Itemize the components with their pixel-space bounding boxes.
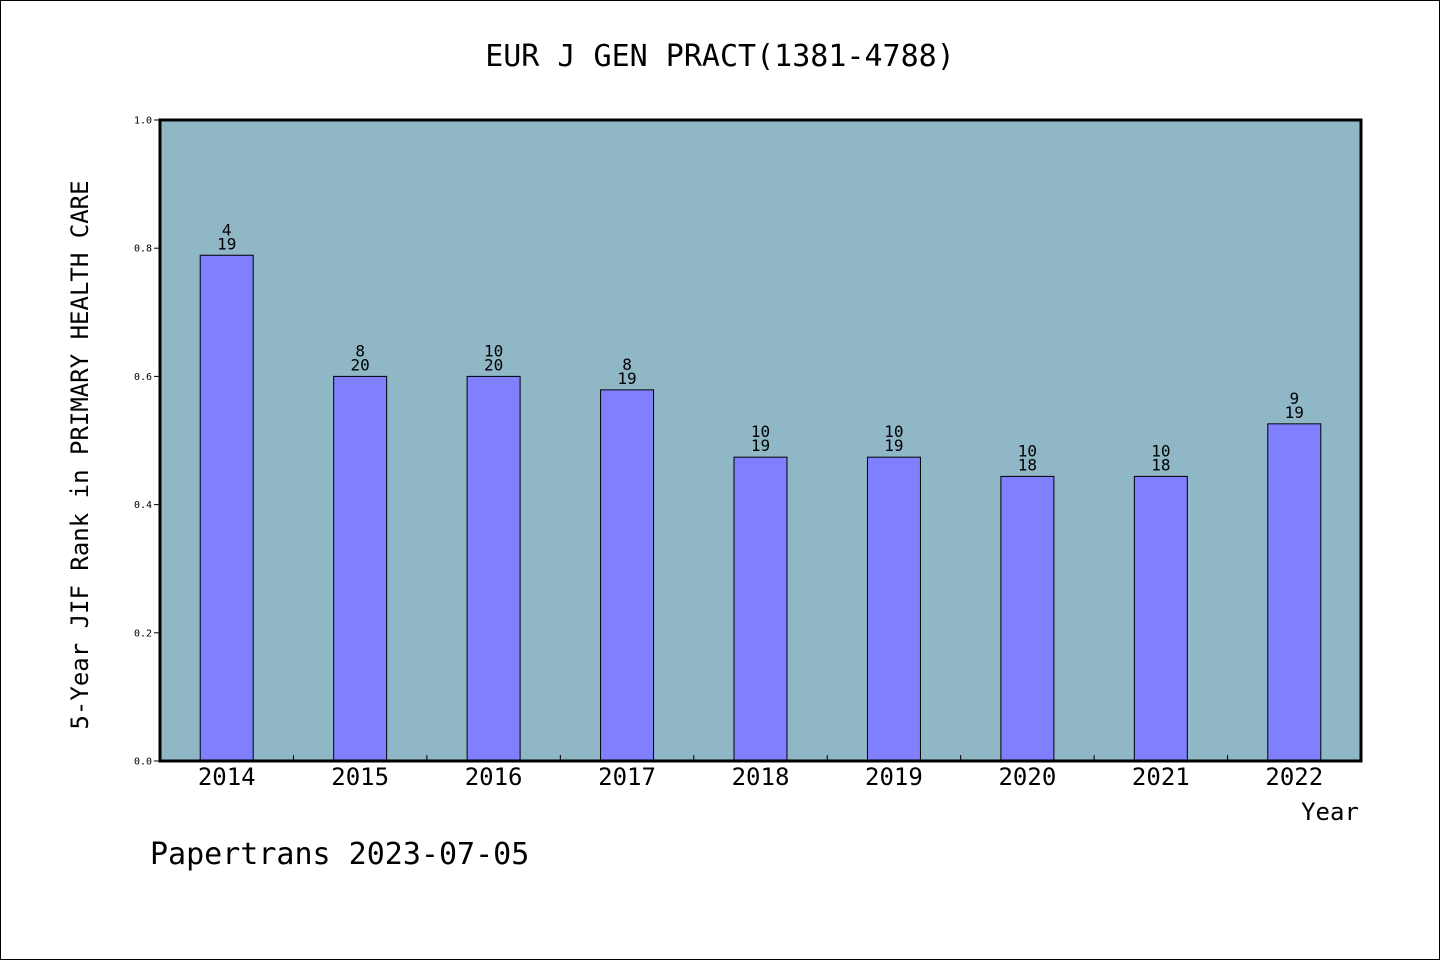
bar-total-label: 20 <box>484 355 503 374</box>
bar-total-label: 20 <box>351 355 370 374</box>
chart-title: EUR J GEN PRACT(1381-4788) <box>485 39 955 74</box>
bar-2020 <box>1000 475 1055 762</box>
y-tick-label: 0.2 <box>134 628 152 639</box>
bar-total-label: 19 <box>617 369 636 388</box>
x-axis: 2014 2015 2016 2017 2018 2019 2020 2021 2022 <box>198 755 1323 791</box>
bar-2017 <box>600 389 655 762</box>
x-tick-label: 2018 <box>732 763 790 791</box>
x-tick-label: 2015 <box>331 763 389 791</box>
x-axis-label: Year <box>1301 798 1359 826</box>
bars-group <box>199 254 1322 762</box>
y-tick-label: 0.0 <box>134 757 152 768</box>
bar-rank-label: 4 <box>222 220 232 239</box>
x-tick-label: 2017 <box>598 763 656 791</box>
bar-rank-label: 10 <box>484 341 503 360</box>
bar-rank-label: 8 <box>622 355 632 374</box>
bar-rank-label: 8 <box>355 341 365 360</box>
bar-rank-label: 9 <box>1289 389 1299 408</box>
bar-total-label: 19 <box>884 436 903 455</box>
bar-total-label: 18 <box>1018 455 1037 474</box>
bar-total-label: 19 <box>1285 403 1304 422</box>
y-tick-label: 0.6 <box>134 372 152 383</box>
x-tick-label: 2014 <box>198 763 256 791</box>
y-axis-label: 5-Year JIF Rank in PRIMARY HEALTH CARE <box>66 180 94 729</box>
bar-rank-label: 10 <box>751 422 770 441</box>
y-tick-label: 0.4 <box>134 500 152 511</box>
bar-2014 <box>199 254 254 762</box>
y-axis: 0.0 0.2 0.4 0.6 0.8 1.0 <box>134 116 160 768</box>
y-tick-label: 1.0 <box>134 116 152 127</box>
footer-text: Papertrans 2023-07-05 <box>150 837 529 872</box>
x-tick-label: 2016 <box>465 763 523 791</box>
plot-border <box>158 118 1363 763</box>
x-tick-label: 2020 <box>998 763 1056 791</box>
bar-2021 <box>1133 475 1188 762</box>
x-tick-label: 2019 <box>865 763 923 791</box>
x-tick-label: 2022 <box>1265 763 1323 791</box>
bar-total-label: 19 <box>751 436 770 455</box>
y-tick-label: 0.8 <box>134 244 152 255</box>
bar-rank-label: 10 <box>884 422 903 441</box>
bar-2022 <box>1267 423 1322 762</box>
bar-total-label: 18 <box>1151 455 1170 474</box>
bar-rank-label: 10 <box>1151 441 1170 460</box>
bar-rank-label: 10 <box>1018 441 1037 460</box>
bar-2019 <box>866 456 921 762</box>
bar-total-label: 19 <box>217 234 236 253</box>
bar-2016 <box>466 375 521 762</box>
x-tick-label: 2021 <box>1132 763 1190 791</box>
bar-2015 <box>333 375 388 762</box>
bar-2018 <box>733 456 788 762</box>
